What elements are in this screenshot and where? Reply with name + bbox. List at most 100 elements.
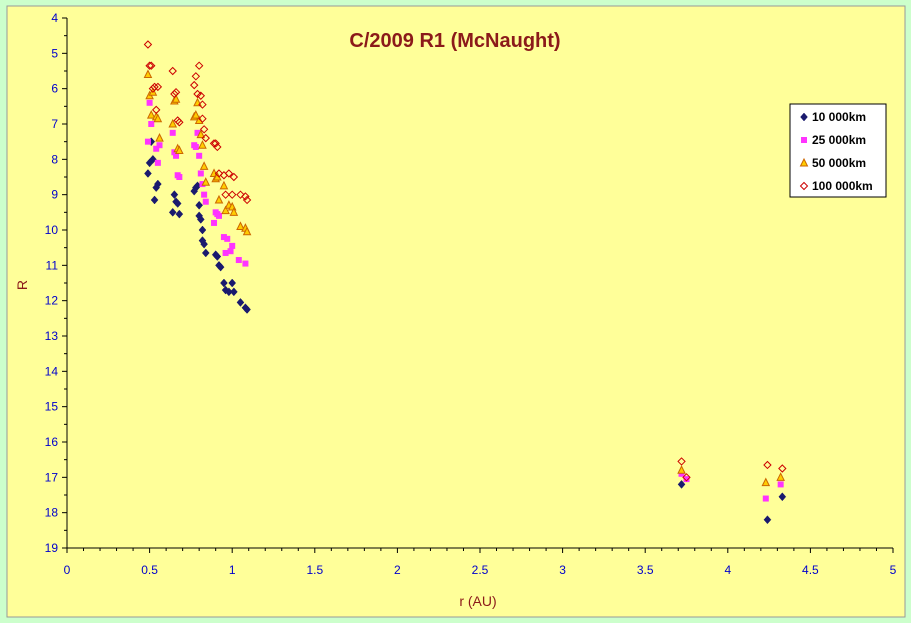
data-point xyxy=(678,470,685,477)
data-point xyxy=(153,82,163,92)
data-point xyxy=(221,205,230,215)
x-axis-label: r (AU) xyxy=(459,593,496,609)
data-point xyxy=(199,161,209,170)
chart-title: C/2009 R1 (McNaught) xyxy=(349,30,560,52)
data-point xyxy=(777,481,784,488)
y-tick-label: 4 xyxy=(51,11,58,25)
axes: 4 5 6 7 8 9 10 11 12 13 14 15 16 17 18 19 0 0.5 1 1.5 2 2.5 3 3… xyxy=(45,11,897,577)
data-point xyxy=(224,235,231,242)
data-point xyxy=(778,492,787,502)
data-point xyxy=(144,169,152,178)
data-point xyxy=(153,113,163,123)
data-point xyxy=(168,207,177,217)
data-point xyxy=(236,221,245,230)
data-point xyxy=(677,480,686,489)
data-point xyxy=(763,515,772,525)
data-point xyxy=(148,121,155,127)
y-tick-label: 19 xyxy=(45,541,59,555)
data-point xyxy=(215,212,222,219)
data-point xyxy=(220,234,227,241)
data-point xyxy=(168,118,178,128)
data-point xyxy=(191,110,201,119)
x-tick-label: 1.5 xyxy=(306,563,323,577)
data-point xyxy=(196,129,206,139)
legend-label: 10 000km xyxy=(812,110,866,124)
data-point xyxy=(201,177,211,186)
legend-label: 25 000km xyxy=(812,133,866,147)
y-tick-label: 8 xyxy=(51,152,58,166)
legend-box xyxy=(789,103,887,198)
data-point xyxy=(763,460,772,470)
y-tick-label: 5 xyxy=(51,46,58,60)
data-point xyxy=(147,61,156,70)
data-point xyxy=(150,195,159,205)
data-point xyxy=(682,473,691,482)
data-point xyxy=(198,225,207,235)
data-point xyxy=(171,87,181,97)
data-point xyxy=(168,66,177,76)
data-point xyxy=(243,305,251,314)
data-point xyxy=(220,278,228,288)
data-point xyxy=(222,249,229,256)
data-point xyxy=(149,154,157,164)
x-tick-label: 4 xyxy=(724,563,731,577)
data-point xyxy=(143,69,153,79)
data-point xyxy=(171,94,181,103)
legend-marker xyxy=(799,181,809,191)
data-point xyxy=(194,129,201,136)
data-point xyxy=(198,114,207,123)
data-point xyxy=(198,140,207,149)
data-point xyxy=(198,100,207,109)
data-point xyxy=(229,242,236,249)
y-tick-label: 12 xyxy=(45,294,59,308)
y-tick-label: 15 xyxy=(45,400,59,414)
data-point xyxy=(211,219,218,226)
y-tick-label: 16 xyxy=(45,435,59,449)
y-axis-label: R xyxy=(14,280,30,290)
data-point xyxy=(189,80,199,90)
series-4 xyxy=(143,40,787,482)
y-tick-label: 9 xyxy=(51,188,58,202)
y-tick-label: 18 xyxy=(45,506,59,520)
data-point xyxy=(213,252,222,261)
series-2 xyxy=(144,99,784,502)
data-point xyxy=(175,118,184,127)
legend: 10 000km 25 000km 50 000km 100 000km xyxy=(789,103,887,198)
plot-area xyxy=(6,5,906,618)
data-point xyxy=(200,239,208,249)
data-point xyxy=(196,91,206,100)
data-point xyxy=(145,61,154,70)
data-point xyxy=(175,209,184,219)
data-point xyxy=(778,464,787,473)
data-point xyxy=(201,133,210,143)
data-point xyxy=(156,142,163,149)
data-point xyxy=(143,40,153,49)
x-tick-label: 4.5 xyxy=(802,563,819,577)
data-point xyxy=(170,89,179,99)
data-point xyxy=(173,152,180,159)
y-tick-label: 14 xyxy=(45,364,59,378)
x-tick-label: 2 xyxy=(394,563,401,577)
series-3 xyxy=(143,69,785,487)
data-point xyxy=(229,172,239,182)
data-point xyxy=(224,169,234,178)
series-1 xyxy=(144,137,787,525)
x-tick-label: 0 xyxy=(64,563,71,577)
data-point xyxy=(683,476,690,483)
data-point xyxy=(227,248,234,255)
data-point xyxy=(235,257,242,264)
data-point xyxy=(196,152,203,159)
y-tick-label: 6 xyxy=(51,82,58,96)
data-point xyxy=(242,226,252,236)
data-point xyxy=(201,191,208,198)
data-point xyxy=(154,179,162,189)
data-point xyxy=(776,472,785,481)
data-point xyxy=(194,61,204,70)
data-point xyxy=(150,82,159,92)
legend-marker xyxy=(801,137,807,143)
data-point xyxy=(146,99,153,106)
data-point xyxy=(153,145,160,152)
x-tick-label: 0.5 xyxy=(141,563,158,577)
data-point xyxy=(242,195,252,205)
